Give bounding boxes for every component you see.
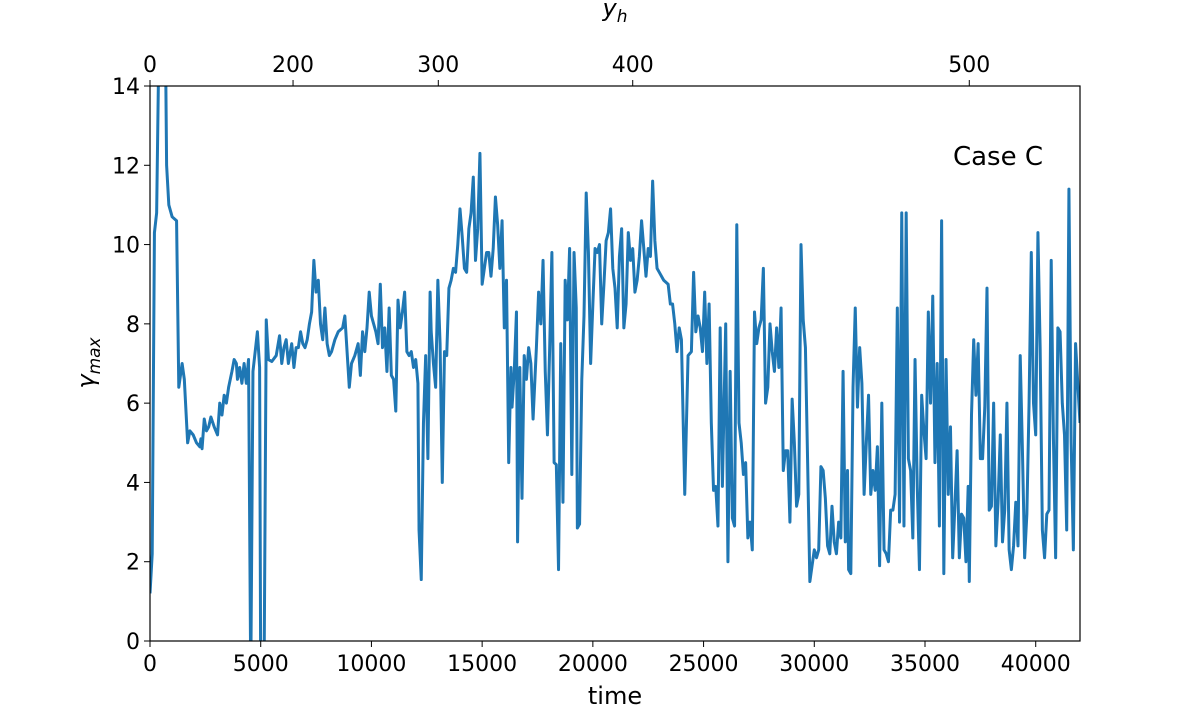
x-tick-label: 35000 [890, 652, 960, 677]
annotation: Case C [953, 142, 1043, 172]
x2-tick-label: 0 [143, 53, 157, 78]
plot-frame [149, 85, 1081, 642]
x2-tick-label: 200 [272, 53, 314, 78]
y-tick-label: 2 [126, 551, 140, 576]
x2-tick-label: 400 [612, 53, 654, 78]
x2-label-sub: h [617, 7, 628, 27]
y-label-base: γ [72, 373, 100, 389]
x-tick-label: 5000 [233, 652, 289, 677]
x-axis-label: time [588, 682, 642, 710]
x2-tick-label: 300 [417, 53, 459, 78]
x2-tick-label: 500 [948, 53, 990, 78]
y-tick-label: 10 [112, 234, 140, 259]
y-tick-label: 6 [126, 392, 140, 417]
y-tick-label: 8 [126, 313, 140, 338]
x-tick-label: 15000 [447, 652, 517, 677]
x-tick-label: 30000 [779, 652, 849, 677]
data-line [150, 86, 1080, 641]
x-tick-label: 25000 [669, 652, 739, 677]
x2-label-base: y [602, 0, 618, 22]
y-tick-label: 12 [112, 154, 140, 179]
x-tick-label: 0 [143, 652, 157, 677]
y-axis-label: γmax [72, 336, 105, 388]
y-tick-label: 4 [126, 471, 140, 496]
x-tick-label: 40000 [1001, 652, 1071, 677]
x-tick-label: 10000 [336, 652, 406, 677]
x2-axis-label: yh [602, 0, 628, 27]
x-tick-label: 20000 [558, 652, 628, 677]
y-label-sub: max [85, 336, 105, 374]
y-tick-label: 0 [126, 630, 140, 655]
y-tick-label: 14 [112, 75, 140, 100]
